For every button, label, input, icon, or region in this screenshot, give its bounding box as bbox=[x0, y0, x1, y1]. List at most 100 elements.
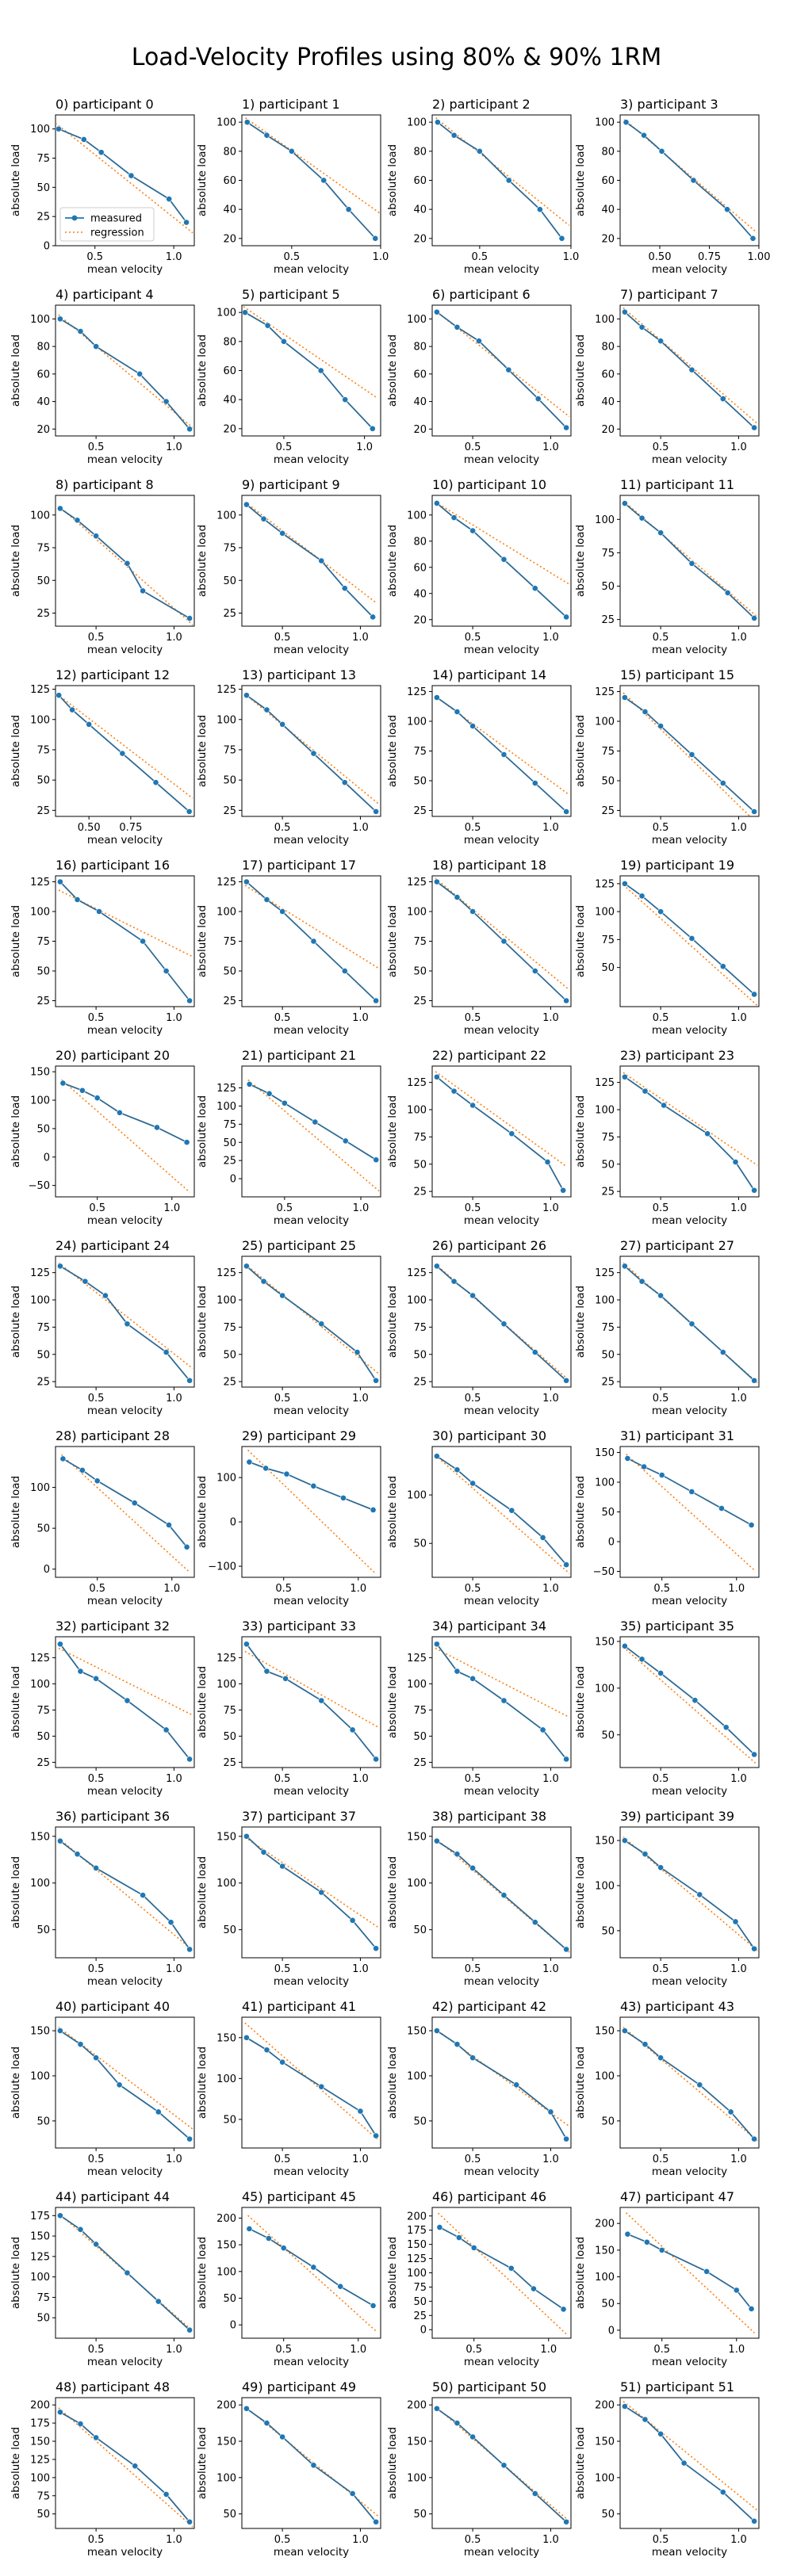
y-tick-label: 50 bbox=[601, 2299, 615, 2310]
subplot-title: 2) participant 2 bbox=[432, 97, 531, 112]
y-tick-label: 100 bbox=[30, 714, 50, 726]
measured-point bbox=[688, 751, 695, 758]
x-tick-label: 1.0 bbox=[352, 1393, 369, 1405]
axes-frame bbox=[619, 875, 760, 1007]
measured-point bbox=[186, 615, 193, 621]
measured-point bbox=[657, 338, 665, 345]
measured-point bbox=[166, 196, 173, 202]
measured-point bbox=[454, 1668, 461, 1675]
measured-point bbox=[310, 938, 317, 945]
measured-point bbox=[433, 1263, 440, 1270]
y-tick-label: 100 bbox=[216, 2073, 236, 2085]
y-tick-label: 125 bbox=[30, 2454, 50, 2466]
y-tick-label: 80 bbox=[223, 336, 236, 348]
y-tick-label: 125 bbox=[30, 2251, 50, 2263]
measured-point bbox=[513, 2081, 520, 2089]
axes-frame bbox=[55, 1826, 195, 1959]
y-tick-label: 20 bbox=[601, 233, 615, 245]
axes-frame bbox=[431, 304, 572, 437]
measured-point bbox=[703, 2268, 711, 2275]
y-tick-label: 100 bbox=[595, 514, 615, 526]
subplot-32: 32) participant 32 25 50 75 100 125 0.5 1.0mean… bbox=[10, 1619, 195, 1798]
x-tick-label: 0.5 bbox=[274, 822, 291, 834]
measured-point bbox=[621, 1642, 628, 1649]
measured-point bbox=[657, 529, 665, 537]
measured-point bbox=[621, 1263, 628, 1270]
plot-area bbox=[56, 2407, 193, 2528]
x-axis-label: mean velocity bbox=[87, 263, 163, 276]
measured-point bbox=[59, 1080, 67, 1087]
y-tick-label: 100 bbox=[407, 1878, 427, 1890]
measured-point bbox=[341, 585, 348, 592]
x-tick-label: 0.5 bbox=[89, 1583, 105, 1595]
y-tick-label: 0 bbox=[44, 241, 50, 253]
plot-area bbox=[243, 692, 380, 815]
y-axis-label: absolute load bbox=[574, 1476, 587, 1548]
subplot-5: 5) participant 5 20 40 60 80 100 0.5 1.0 mean ve… bbox=[196, 287, 381, 466]
measured-point bbox=[77, 2421, 84, 2427]
y-tick-label: 50 bbox=[601, 2509, 615, 2521]
x-tick-label: 1.0 bbox=[730, 1773, 747, 1785]
x-tick-label: 0.5 bbox=[89, 1202, 105, 1214]
connector-line bbox=[59, 319, 190, 430]
measured-point bbox=[657, 723, 665, 729]
y-tick-label: 50 bbox=[413, 2115, 427, 2127]
y-axis-label: absolute load bbox=[196, 525, 209, 597]
y-axis-label: absolute load bbox=[386, 1095, 399, 1168]
measured-point bbox=[563, 808, 570, 815]
y-axis-label: absolute load bbox=[574, 144, 587, 216]
x-tick-label: 0.5 bbox=[88, 1963, 105, 1975]
measured-point bbox=[621, 1837, 628, 1844]
measured-point bbox=[436, 2224, 443, 2231]
y-axis-label: absolute load bbox=[196, 1856, 209, 1928]
y-tick-label: 100 bbox=[216, 510, 236, 522]
x-tick-label: 0.5 bbox=[274, 632, 291, 644]
measured-point bbox=[751, 1751, 758, 1758]
x-tick-label: 1.0 bbox=[542, 1393, 559, 1405]
subplot-title: 42) participant 42 bbox=[432, 1999, 546, 2014]
subplot-title: 50) participant 50 bbox=[432, 2379, 546, 2394]
plot-area bbox=[56, 314, 193, 433]
measured-point bbox=[563, 2518, 570, 2525]
measured-point bbox=[657, 908, 665, 915]
y-tick-label: 125 bbox=[216, 1083, 236, 1095]
measured-point bbox=[341, 968, 348, 974]
measured-point bbox=[341, 779, 348, 786]
measured-point bbox=[128, 172, 135, 179]
y-tick-label: 50 bbox=[601, 1349, 615, 1361]
measured-point bbox=[454, 709, 461, 715]
regression-line bbox=[244, 1836, 380, 1928]
y-tick-label: 100 bbox=[407, 2472, 427, 2484]
y-tick-label: 50 bbox=[601, 1729, 615, 1741]
subplot-title: 9) participant 9 bbox=[242, 477, 340, 492]
axes-frame bbox=[55, 1446, 195, 1578]
x-tick-label: 1.0 bbox=[373, 251, 389, 263]
measured-point bbox=[433, 1073, 440, 1080]
y-tick-label: 40 bbox=[413, 204, 427, 216]
measured-point bbox=[469, 1292, 477, 1299]
plot-area bbox=[433, 2028, 570, 2142]
subplot-title: 51) participant 51 bbox=[620, 2379, 734, 2394]
connector-line bbox=[59, 2215, 190, 2330]
connector-line bbox=[624, 697, 755, 812]
y-tick-label: 100 bbox=[30, 124, 50, 136]
x-axis-label: mean velocity bbox=[274, 1214, 349, 1227]
measured-point bbox=[544, 1159, 551, 1165]
measured-point bbox=[500, 1320, 508, 1328]
connector-line bbox=[63, 1083, 187, 1143]
connector-line bbox=[249, 1084, 377, 1160]
measured-point bbox=[718, 1505, 725, 1512]
measured-point bbox=[183, 1139, 190, 1146]
measured-point bbox=[266, 1090, 273, 1097]
measured-point bbox=[638, 514, 646, 522]
measured-point bbox=[320, 177, 328, 184]
x-tick-label: 0.5 bbox=[88, 2154, 105, 2165]
measured-point bbox=[56, 315, 63, 323]
measured-point bbox=[560, 2306, 567, 2313]
y-tick-label: 50 bbox=[413, 1731, 427, 1743]
x-tick-label: 1.0 bbox=[166, 1012, 182, 1024]
y-tick-label: 125 bbox=[30, 877, 50, 889]
y-tick-label: 25 bbox=[413, 1377, 427, 1389]
measured-point bbox=[469, 2433, 477, 2440]
